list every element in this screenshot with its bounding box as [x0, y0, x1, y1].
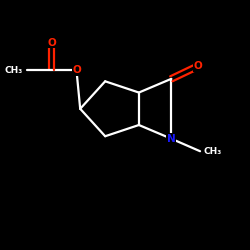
Text: O: O	[72, 65, 81, 75]
Text: O: O	[47, 38, 56, 48]
Text: O: O	[193, 61, 202, 71]
Text: N: N	[167, 134, 176, 144]
Text: CH₃: CH₃	[4, 66, 23, 74]
Text: CH₃: CH₃	[204, 147, 222, 156]
